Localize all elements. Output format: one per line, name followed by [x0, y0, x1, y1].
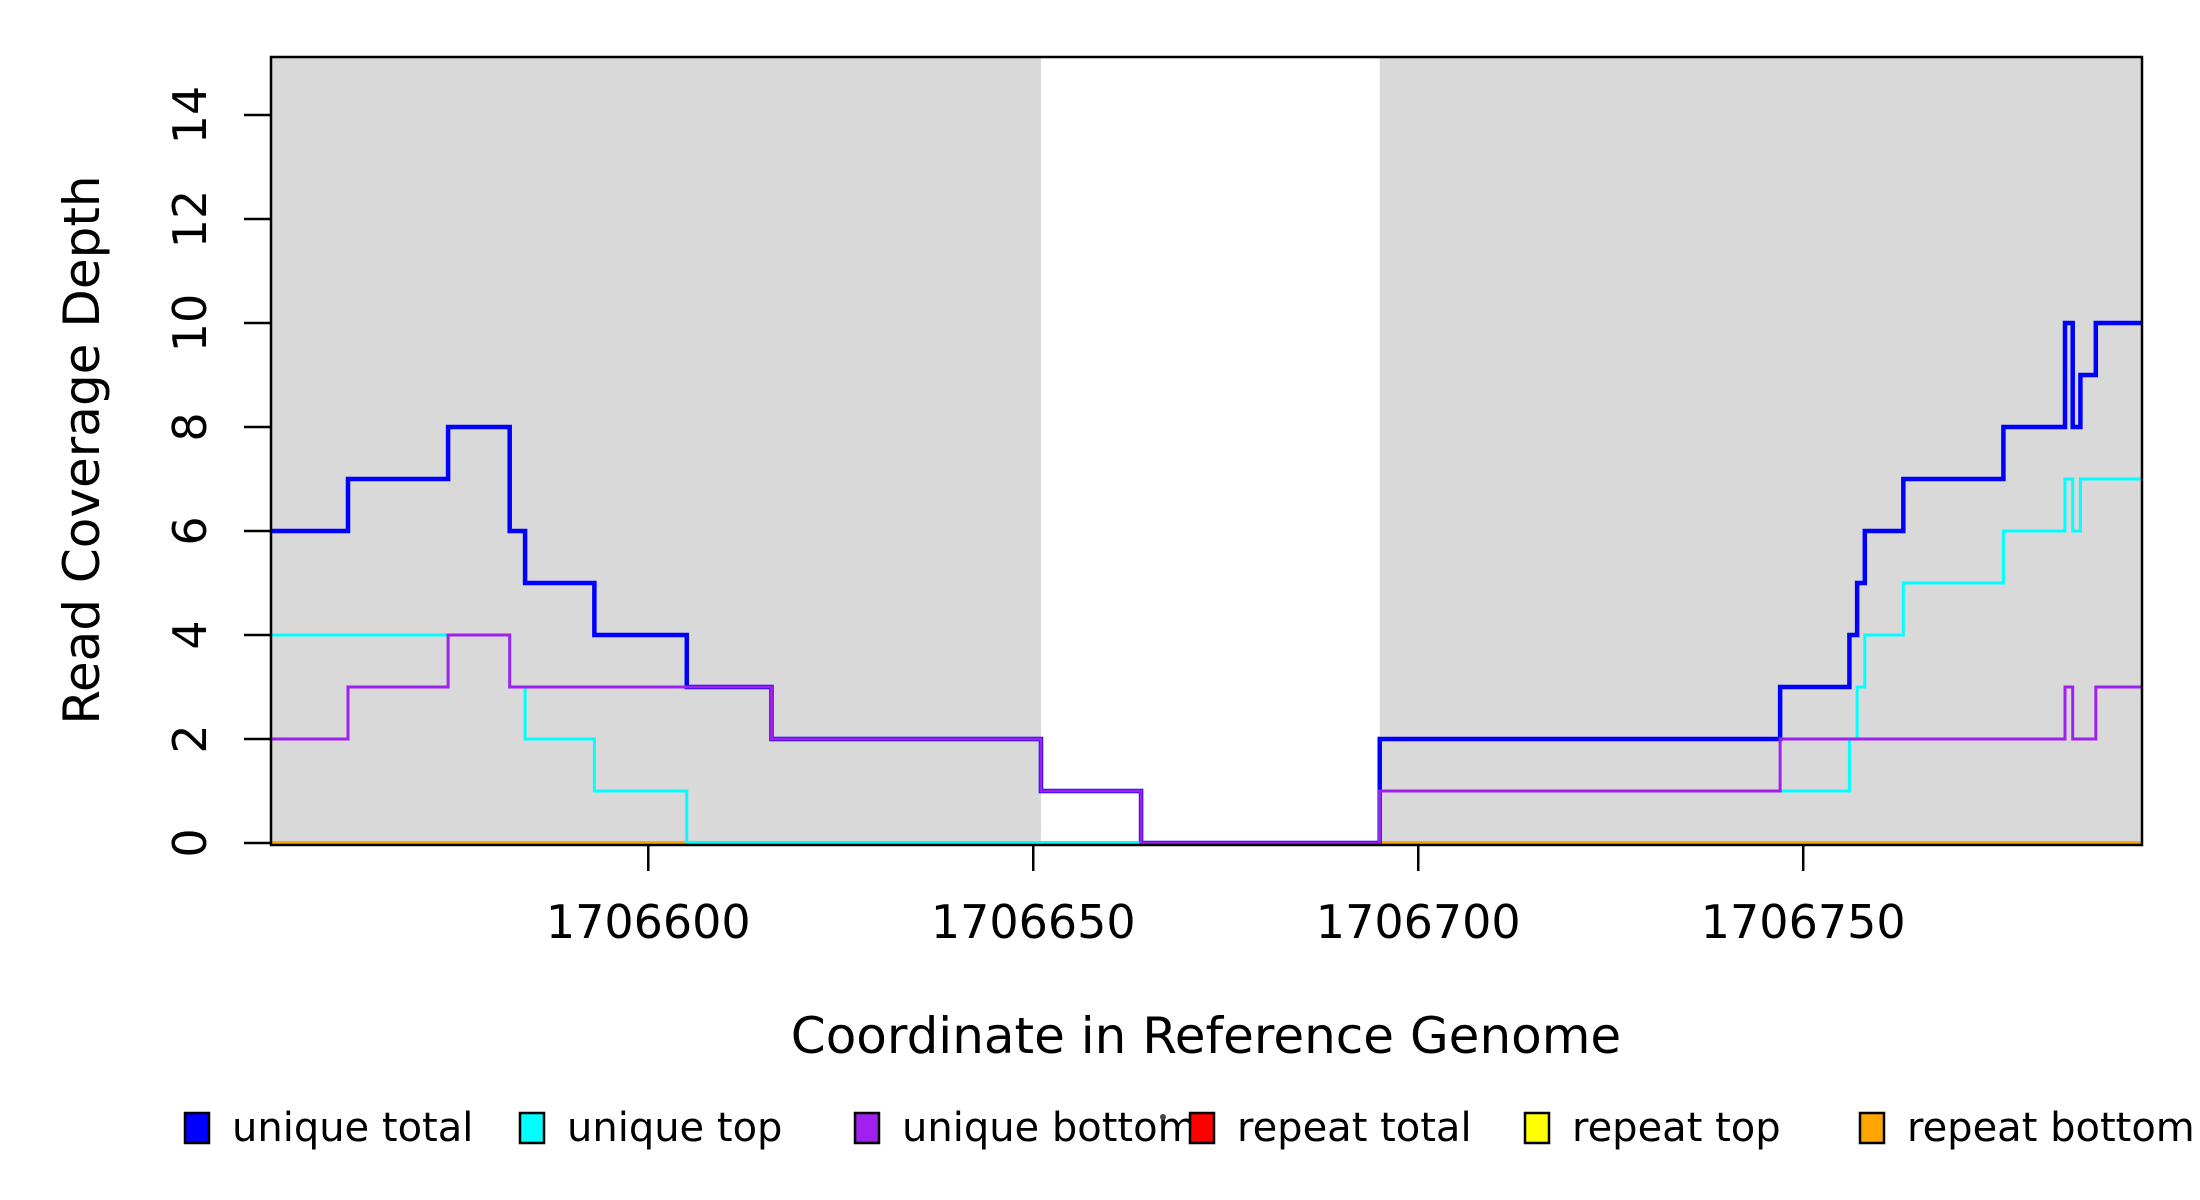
- legend-label-repeat-bottom: repeat bottom: [1907, 1105, 2195, 1151]
- legend-swatch-repeat-total: [1188, 1111, 1216, 1145]
- y-tick-label: 2: [163, 724, 217, 753]
- legend-swatch-unique-top: [518, 1111, 546, 1145]
- x-tick-label: 1706600: [546, 895, 751, 949]
- covered-region-left: [271, 57, 1041, 845]
- axes-layer: 1706600 1706650 1706700 1706750 0 2 4 6 8 10 12 14: [163, 86, 1906, 949]
- legend: unique total unique top unique bottom re…: [183, 1105, 2195, 1151]
- series-unique-top: [271, 477, 2142, 845]
- plot-border: [269, 55, 2144, 847]
- legend-swatch-unique-bottom: [853, 1111, 881, 1145]
- series-unique-bottom: [271, 633, 2142, 845]
- y-axis-title: Read Coverage Depth: [53, 175, 111, 724]
- legend-swatch-repeat-bottom: [1858, 1111, 1886, 1145]
- covered-region-right: [1379, 57, 2142, 845]
- y-tick-label: 4: [163, 620, 217, 649]
- x-axis-title: Coordinate in Reference Genome: [791, 1007, 1621, 1065]
- y-tick-label: 12: [163, 190, 217, 249]
- legend-swatch-repeat-top: [1523, 1111, 1551, 1145]
- stray-dot-layer: [1160, 1114, 1166, 1120]
- y-tick-label: 14: [163, 86, 217, 145]
- legend-label-unique-bottom: unique bottom: [902, 1105, 1197, 1151]
- y-tick-label: 8: [163, 412, 217, 441]
- x-tick-label: 1706650: [931, 895, 1136, 949]
- x-tick-label: 1706750: [1701, 895, 1906, 949]
- legend-label-repeat-top: repeat top: [1572, 1105, 1781, 1151]
- legend-swatch-unique-total: [183, 1111, 211, 1145]
- x-tick-label: 1706700: [1316, 895, 1521, 949]
- legend-label-repeat-total: repeat total: [1237, 1105, 1472, 1151]
- legend-label-unique-top: unique top: [567, 1105, 782, 1151]
- y-tick-label: 10: [163, 294, 217, 353]
- stray-dot: [1160, 1114, 1166, 1120]
- series-unique-total: [271, 320, 2142, 846]
- shaded-regions-layer: [271, 57, 2142, 845]
- y-tick-label: 6: [163, 516, 217, 545]
- legend-label-unique-total: unique total: [232, 1105, 473, 1151]
- y-tick-label: 0: [163, 828, 217, 857]
- series-lines-layer: [271, 320, 2142, 846]
